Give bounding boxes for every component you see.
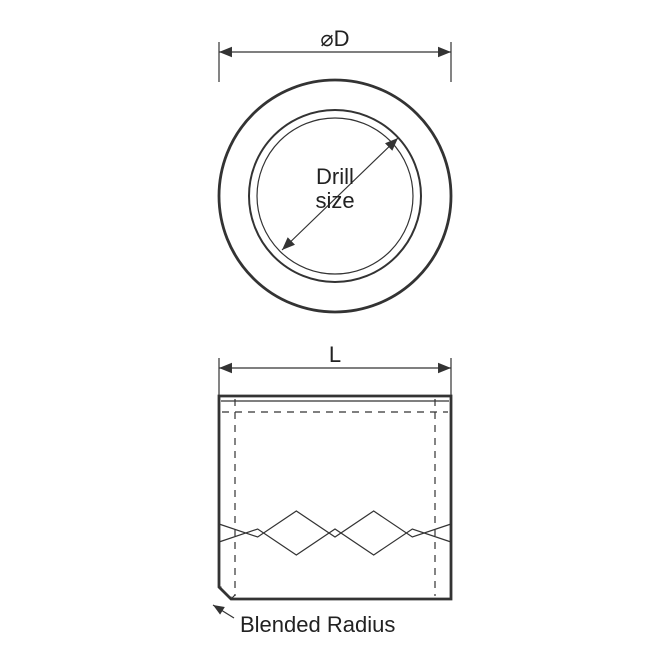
drill-size-label-line1: Drill (316, 164, 354, 189)
blended-radius-label: Blended Radius (240, 612, 395, 637)
drill-size-label-line2: size (315, 188, 354, 213)
side-outline (219, 396, 451, 599)
break-line-lower (219, 529, 451, 555)
side-view: L Blended Radius (213, 342, 451, 637)
diameter-label: ⌀D (320, 26, 349, 51)
top-view: ⌀D Drillsize (219, 26, 451, 312)
break-line-upper (219, 511, 451, 537)
length-label: L (329, 342, 341, 367)
